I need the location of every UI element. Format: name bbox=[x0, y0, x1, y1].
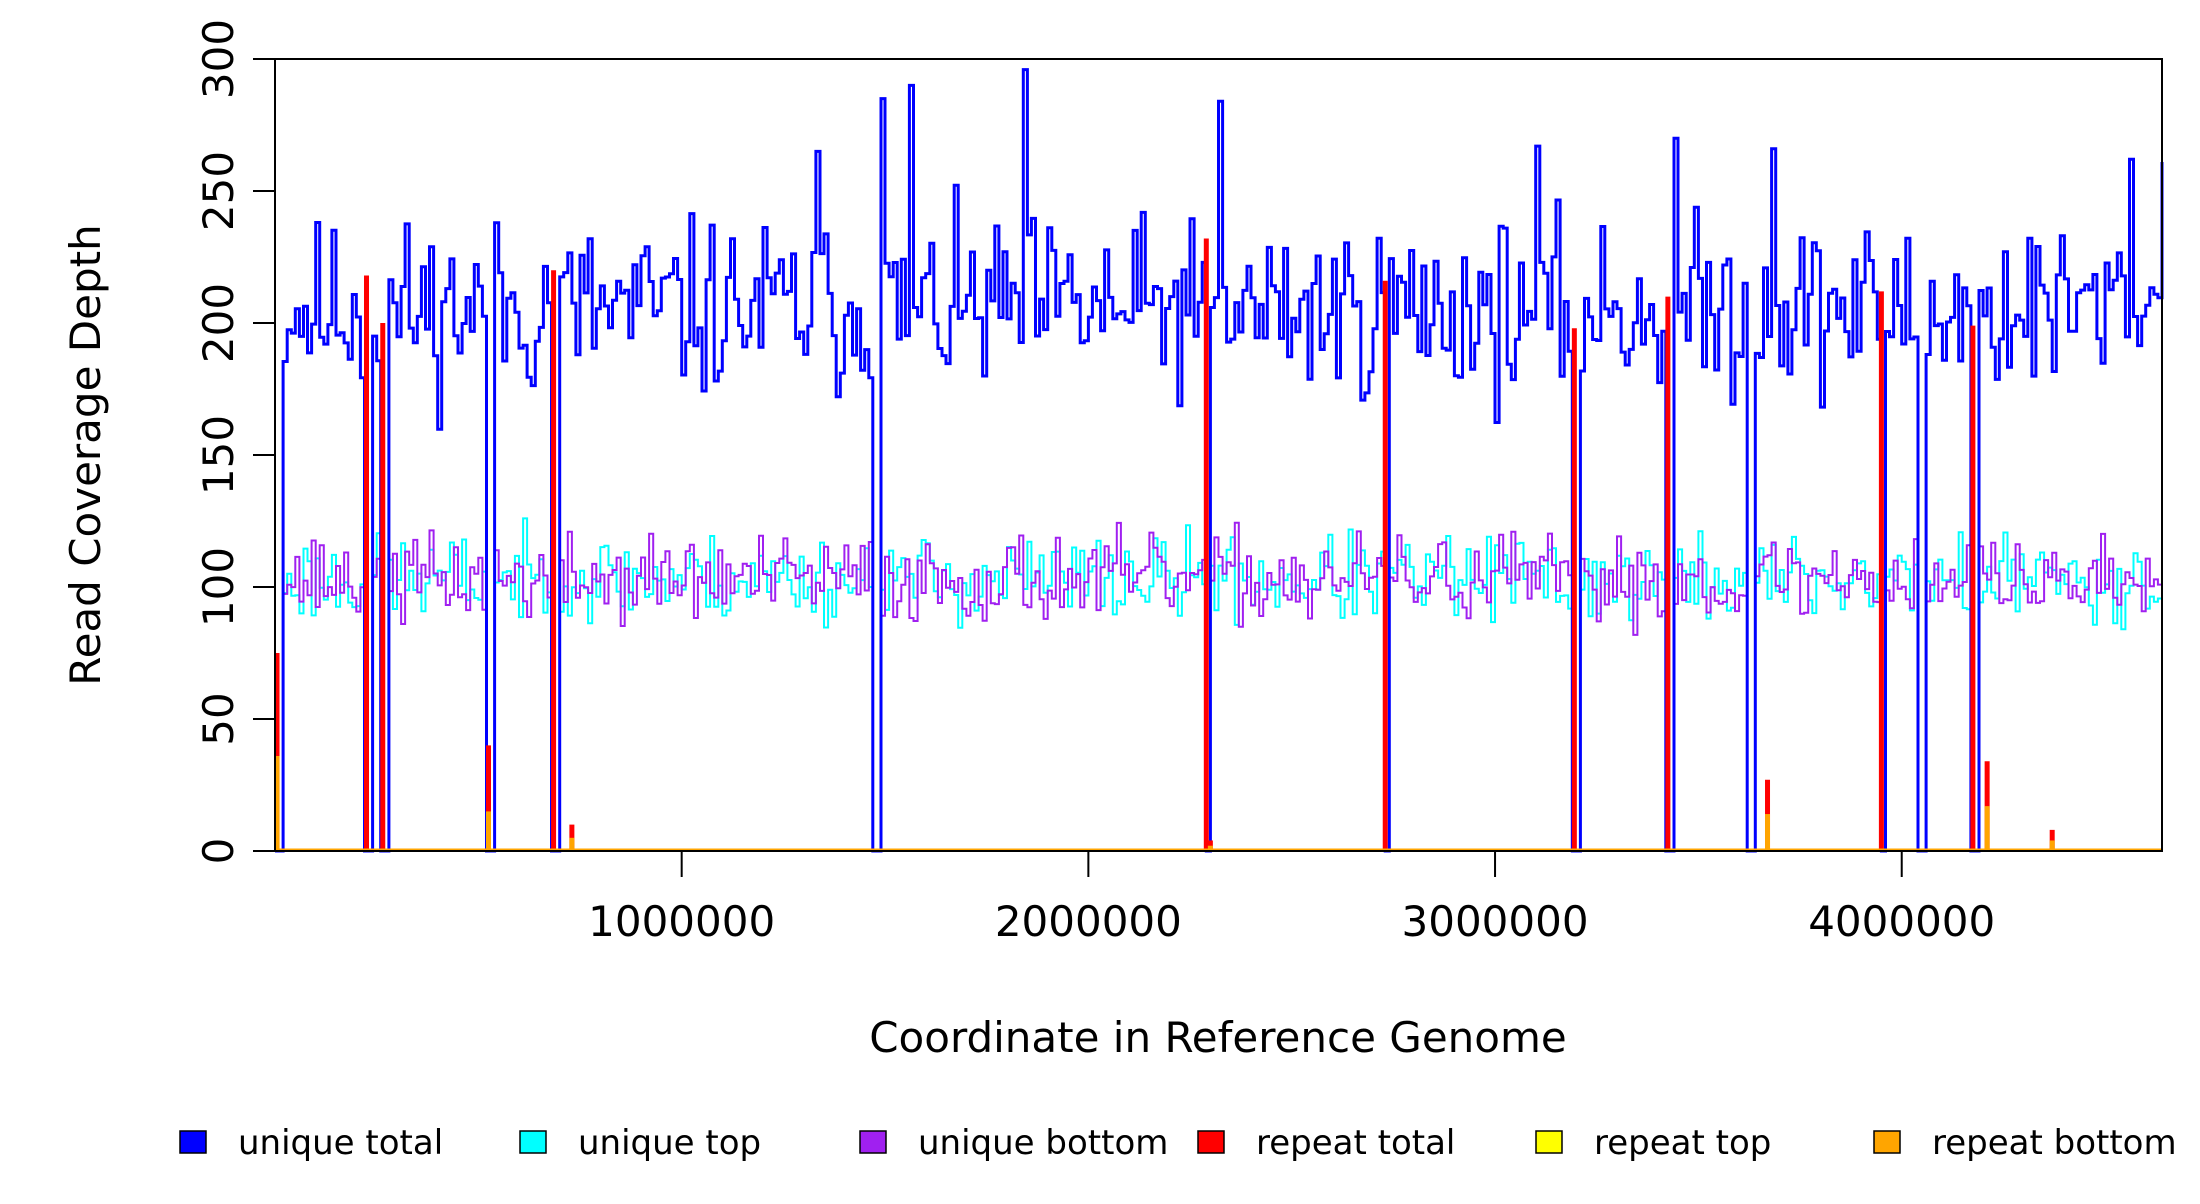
y-tick-label: 100 bbox=[194, 547, 243, 627]
legend-label: repeat total bbox=[1256, 1123, 1455, 1163]
legend-label: repeat top bbox=[1594, 1123, 1771, 1163]
legend-label: repeat bottom bbox=[1932, 1123, 2177, 1163]
legend-swatch-unique-top bbox=[519, 1130, 547, 1154]
y-tick-label: 150 bbox=[194, 415, 243, 495]
y-tick-label: 200 bbox=[194, 283, 243, 363]
x-tick-label: 4000000 bbox=[1808, 897, 1995, 946]
series-line-unique-bottom bbox=[275, 521, 2163, 852]
y-axis-label: Read Coverage Depth bbox=[61, 224, 110, 685]
legend-swatch-repeat-top bbox=[1535, 1130, 1563, 1154]
y-tick-label: 300 bbox=[194, 19, 243, 99]
x-axis-label: Coordinate in Reference Genome bbox=[869, 1013, 1567, 1062]
legend-swatch-repeat-total bbox=[1197, 1130, 1225, 1154]
x-tick-label: 1000000 bbox=[588, 897, 775, 946]
legend-swatch-repeat-bottom bbox=[1873, 1130, 1901, 1154]
axes-layer: 0 50 100 150 200 250 300 1000000 2000000 3000000 4… bbox=[194, 19, 1995, 946]
legend-label: unique total bbox=[238, 1123, 443, 1163]
legend-label: unique top bbox=[578, 1123, 761, 1163]
y-tick-label: 50 bbox=[194, 692, 243, 745]
legend-label: unique bottom bbox=[918, 1123, 1168, 1163]
legend: unique total unique top unique bottom repea… bbox=[179, 1123, 2177, 1163]
legend-swatch-unique-bottom bbox=[859, 1130, 887, 1154]
series-layer bbox=[274, 68, 2164, 853]
series-line-unique-total bbox=[275, 68, 2164, 853]
y-tick-label: 250 bbox=[194, 151, 243, 231]
x-tick-label: 2000000 bbox=[995, 897, 1182, 946]
x-tick-label: 3000000 bbox=[1402, 897, 1589, 946]
legend-swatch-unique-total bbox=[179, 1130, 207, 1154]
y-tick-label: 0 bbox=[194, 838, 243, 865]
